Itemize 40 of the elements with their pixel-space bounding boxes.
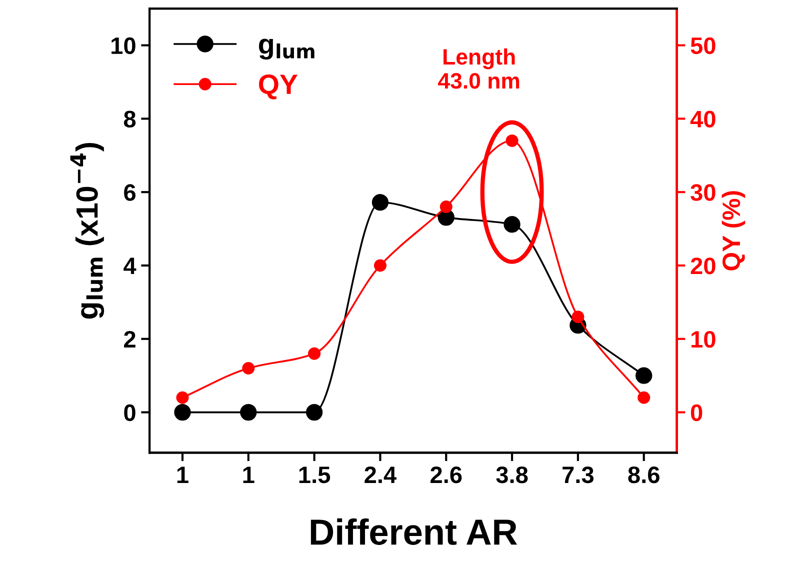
point [506, 134, 518, 147]
y2-tick-label: 30 [690, 184, 716, 201]
x-tick-label: 1 [243, 466, 254, 483]
y2-tick-label: 0 [690, 404, 702, 422]
x-tick-label: 1 [177, 466, 188, 483]
point [374, 259, 386, 272]
point [372, 194, 389, 211]
point [176, 391, 189, 404]
x-tick-label: 8.6 [628, 466, 660, 484]
y2-tick-label: 40 [690, 110, 716, 128]
legend-label: g$_{lum}$ [259, 38, 314, 60]
point [306, 404, 323, 421]
x-tick-label: 1.5 [299, 466, 330, 484]
point [240, 404, 257, 421]
y2-tick-label: 10 [692, 330, 716, 348]
point [242, 362, 255, 375]
point [504, 216, 520, 233]
point [440, 200, 452, 214]
annotation: Length 43.0 nm [438, 48, 520, 89]
x-tick-label: 2.6 [430, 466, 462, 484]
y-tick-label: 0 [124, 404, 136, 422]
y-tick-label: 6 [124, 184, 136, 201]
x-axis-title: Different AR [310, 518, 518, 545]
y2-tick-label: 50 [690, 37, 716, 54]
y2-tick-label: 20 [690, 258, 716, 274]
y2-axis-title: QY (%) [722, 191, 746, 270]
legend-label: QY [259, 74, 298, 100]
x-tick-label: 7.3 [562, 466, 594, 484]
x-tick-label: 3.8 [496, 466, 528, 484]
y-tick-label: 10 [112, 37, 136, 54]
point [572, 310, 584, 324]
point [174, 404, 191, 421]
y-tick-label: 8 [124, 110, 136, 128]
y-tick-label: 2 [124, 330, 136, 348]
y-axis-title: g$_{lum}$ (x10$^{−4}$) [70, 142, 104, 319]
point [636, 367, 652, 384]
point [638, 391, 650, 404]
point [308, 347, 321, 360]
y-tick-label: 4 [124, 258, 136, 274]
x-tick-label: 2.4 [364, 466, 397, 483]
